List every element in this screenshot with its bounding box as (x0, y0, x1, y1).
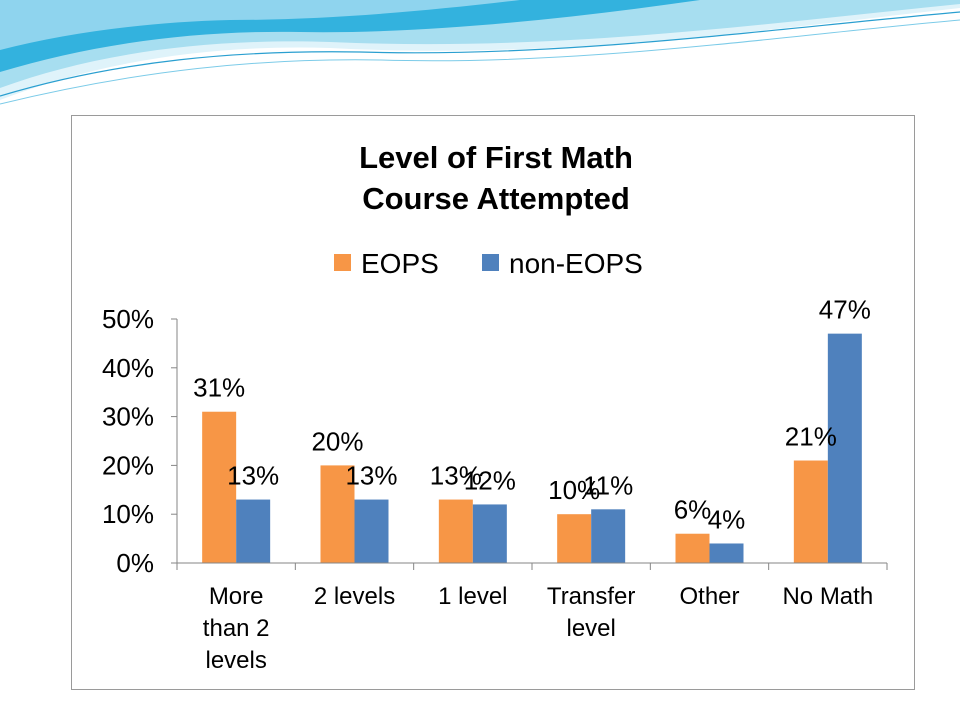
data-label-non-eops: 13% (345, 461, 397, 491)
bar-eops (557, 514, 592, 563)
bar-chart: Level of First Math Course Attempted EOP… (102, 140, 888, 674)
chart-title-line-1: Level of First Math (359, 140, 633, 175)
x-category-label: 1 level (438, 583, 507, 610)
y-tick-label: 30% (102, 402, 154, 432)
bar-non-eops (709, 543, 744, 563)
bar-eops (438, 499, 473, 563)
data-label-eops: 6% (674, 495, 712, 525)
y-tick-label: 50% (102, 304, 154, 334)
x-category-label: Other (679, 583, 739, 610)
bar-non-eops (472, 504, 507, 563)
legend-swatch-non-eops (482, 254, 499, 271)
legend-label-non-eops: non-EOPS (509, 248, 643, 279)
bar-eops (202, 411, 237, 563)
y-tick-label: 0% (116, 548, 154, 578)
data-label-non-eops: 13% (227, 461, 279, 491)
bar-non-eops (591, 509, 626, 563)
legend: EOPS non-EOPS (334, 248, 643, 279)
y-tick-label: 40% (102, 353, 154, 383)
data-label-non-eops: 4% (708, 504, 746, 534)
bar-eops (793, 460, 828, 563)
legend-label-eops: EOPS (361, 248, 439, 279)
bar-non-eops (827, 333, 862, 563)
bar-eops (675, 533, 710, 563)
bars (202, 333, 862, 563)
data-labels: 31%20%13% 10%6%21%13% 13% 12% 11%4%47% (193, 295, 871, 535)
bar-non-eops (236, 499, 271, 563)
data-label-non-eops: 11% (583, 470, 633, 500)
y-tick-label: 10% (102, 499, 154, 529)
data-label-non-eops: 12% (464, 465, 516, 495)
x-category-label: 2 levels (314, 583, 395, 610)
data-label-eops: 21% (785, 422, 837, 452)
data-label-eops: 10% (548, 475, 600, 505)
data-label-eops: 31% (193, 373, 245, 403)
x-category-label: No Math (782, 583, 873, 610)
y-axis: 0% 10% 20% 30% 40% 50% (102, 304, 178, 578)
bar-eops (320, 465, 355, 563)
data-label-eops: 20% (311, 426, 363, 456)
legend-swatch-eops (334, 254, 351, 271)
slide-wave-decoration (0, 0, 960, 105)
data-label-eops: 13% (430, 461, 482, 491)
chart-area: Level of First Math Course Attempted EOP… (71, 115, 915, 690)
data-label-non-eops: 47% (819, 295, 871, 325)
x-axis: More than 2 levels 2 levels 1 level Transfer l… (176, 562, 888, 674)
x-category-label: More than 2 levels (203, 583, 270, 674)
x-category-label: Transfer level (547, 583, 635, 642)
bar-non-eops (354, 499, 389, 563)
y-tick-label: 20% (102, 450, 154, 480)
chart-title-line-2: Course Attempted (362, 181, 630, 216)
